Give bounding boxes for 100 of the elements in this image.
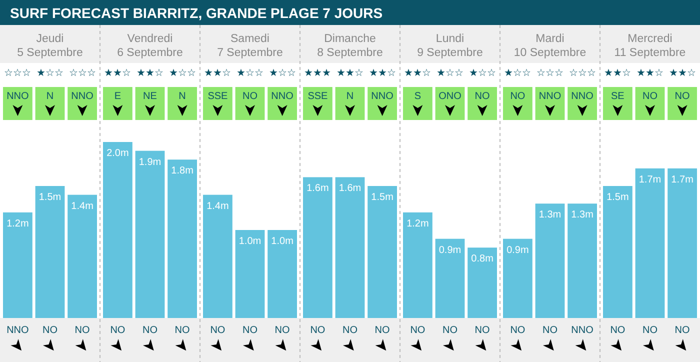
- data-label: 2.0m: [106, 148, 129, 159]
- text: NO: [174, 325, 190, 336]
- text: ★★☆: [668, 68, 696, 79]
- text: NO: [510, 91, 526, 102]
- data-label: 1.2m: [6, 218, 29, 230]
- text: NO: [242, 325, 258, 336]
- bar: [203, 194, 232, 318]
- data-label: 1.3m: [538, 210, 562, 221]
- bar: [535, 204, 565, 318]
- text: ★☆☆: [236, 68, 264, 79]
- text: NO: [542, 325, 558, 336]
- text: NO: [642, 91, 658, 102]
- text: ★☆☆: [36, 68, 64, 79]
- bar: [603, 186, 632, 318]
- bar: [468, 248, 497, 318]
- text: N: [178, 91, 186, 102]
- data-label: 0.9m: [506, 244, 529, 256]
- bar: [668, 168, 697, 318]
- text: SSE: [208, 91, 228, 102]
- text: NO: [142, 325, 158, 336]
- data-label: 0.9m: [438, 244, 462, 256]
- text: ★★☆: [636, 68, 664, 79]
- text: NO: [374, 325, 390, 336]
- data-label: 1.6m: [338, 183, 362, 194]
- data-label: 1.0m: [238, 236, 262, 247]
- data-label: 0.8m: [471, 254, 494, 265]
- text: ★☆☆: [268, 68, 296, 79]
- data-label: 1.6m: [306, 183, 329, 194]
- text: NO: [242, 91, 258, 102]
- text: NNO: [6, 91, 30, 102]
- text: ☆☆☆: [536, 68, 564, 79]
- text: NO: [474, 325, 490, 336]
- text: NNO: [71, 91, 94, 102]
- text: NO: [442, 325, 458, 336]
- x-tick-label: Dimanche 8 Septembre: [317, 33, 383, 59]
- text: NO: [74, 325, 90, 336]
- x-tick-label: Jeudi 5 Septembre: [17, 33, 83, 59]
- text: NE: [143, 91, 158, 102]
- x-tick-label: Samedi 7 Septembre: [217, 33, 283, 59]
- text: NO: [110, 325, 126, 336]
- bar: [435, 238, 465, 318]
- text: NNO: [538, 91, 562, 102]
- bar: [568, 204, 597, 318]
- text: N: [46, 91, 54, 102]
- text: SE: [611, 91, 625, 102]
- data-label: 1.2m: [406, 218, 429, 230]
- text: NO: [410, 325, 426, 336]
- data-label: 1.4m: [206, 200, 229, 212]
- bar: [35, 186, 65, 318]
- text: ☆☆☆: [4, 68, 32, 79]
- text: NO: [274, 325, 290, 336]
- data-label: 1.5m: [371, 192, 394, 203]
- bar: [303, 177, 332, 318]
- text: ★☆☆: [168, 68, 196, 79]
- text: NNO: [571, 325, 594, 336]
- text: N: [346, 91, 354, 102]
- text: ★★☆: [404, 68, 432, 79]
- text: S: [414, 91, 422, 102]
- bar: [268, 230, 297, 318]
- text: ★★☆: [104, 68, 132, 79]
- text: NNO: [271, 91, 294, 102]
- data-label: 1.9m: [138, 156, 162, 168]
- text: ★★★: [304, 68, 332, 79]
- text: NO: [42, 325, 58, 336]
- bar: [103, 142, 132, 318]
- bar: [235, 230, 265, 318]
- text: ★★☆: [204, 68, 232, 79]
- x-tick-label: Mercredi 11 Septembre: [614, 33, 686, 59]
- text: NNO: [6, 325, 30, 336]
- text: NO: [474, 91, 490, 102]
- x-tick-label: Vendredi 6 Septembre: [117, 33, 183, 59]
- bar: [135, 150, 165, 318]
- text: ★★☆: [336, 68, 364, 79]
- text: SSE: [308, 91, 328, 102]
- x-tick-label: Lundi 9 Septembre: [417, 33, 483, 59]
- text: NNO: [371, 91, 394, 102]
- x-tick-label: Mardi 10 Septembre: [514, 33, 586, 59]
- bar: [368, 186, 397, 318]
- text: NO: [674, 325, 690, 336]
- data-label: 1.0m: [271, 236, 294, 247]
- text: ☆☆☆: [568, 68, 596, 79]
- data-label: 1.5m: [606, 192, 629, 203]
- text: ONO: [438, 91, 462, 102]
- text: NO: [310, 325, 326, 336]
- bar: [3, 212, 32, 318]
- chart-title: SURF FORECAST BIARRITZ, GRANDE PLAGE 7 JOURS: [10, 5, 383, 21]
- text: NO: [674, 91, 690, 102]
- text: ★☆☆: [504, 68, 532, 79]
- data-label: 1.7m: [671, 174, 694, 186]
- text: ☆☆☆: [68, 68, 96, 79]
- text: ★☆☆: [436, 68, 464, 79]
- text: NO: [210, 325, 226, 336]
- text: ★★☆: [368, 68, 396, 79]
- text: NO: [342, 325, 358, 336]
- data-label: 1.3m: [571, 210, 594, 221]
- text: ★★☆: [604, 68, 632, 79]
- data-label: 1.5m: [38, 192, 62, 203]
- bar: [403, 212, 432, 318]
- bar: [635, 168, 665, 318]
- text: NNO: [571, 91, 594, 102]
